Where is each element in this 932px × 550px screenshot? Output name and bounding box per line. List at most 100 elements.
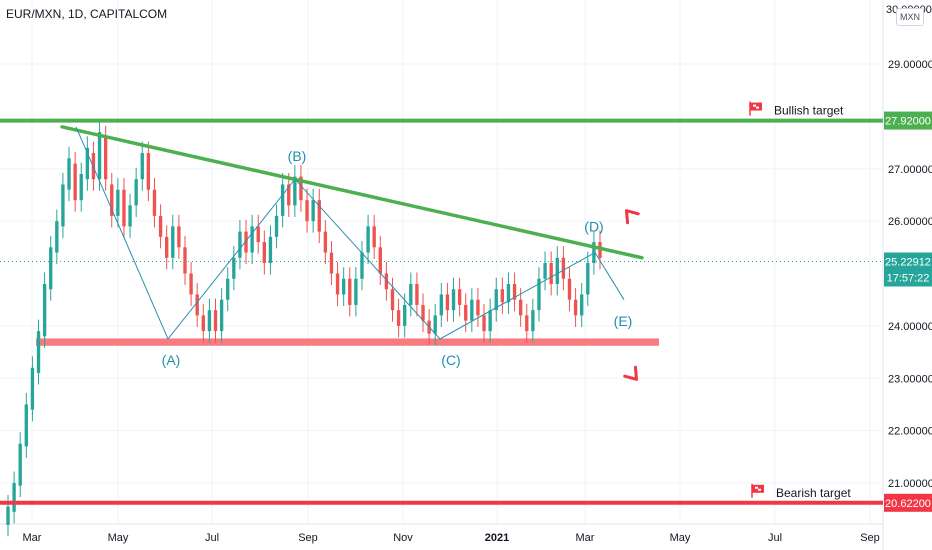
candle-body <box>280 184 285 216</box>
candle-body <box>573 299 578 316</box>
axes <box>0 0 884 550</box>
candle-body <box>55 221 59 253</box>
candle-body <box>30 367 35 410</box>
candle-body <box>67 158 71 190</box>
candle-body <box>555 257 559 284</box>
candle-body <box>543 263 547 279</box>
candle-body <box>445 294 450 311</box>
candle-body <box>73 163 77 201</box>
candle-body <box>525 315 529 332</box>
candle-body <box>561 257 566 279</box>
grid <box>0 0 883 524</box>
candle-body <box>226 278 230 300</box>
currency-badge[interactable]: MXN <box>896 8 924 26</box>
x-tick-label: Nov <box>393 532 413 544</box>
bar-countdown: 17:57:22 <box>887 272 930 284</box>
candle-body <box>12 483 16 512</box>
y-tick-label: 26.00000 <box>888 216 932 228</box>
candle-body <box>378 247 382 274</box>
chart-title: EUR/MXN, 1D, CAPITALCOM <box>6 7 168 21</box>
candle-body <box>384 273 389 290</box>
candle-body <box>36 331 41 374</box>
support-zone <box>36 338 659 346</box>
candle-body <box>110 184 114 216</box>
bearish-price-tag <box>884 493 932 512</box>
candle-body <box>287 184 291 206</box>
y-tick-label: 27.00000 <box>888 164 932 176</box>
candle-body <box>512 283 517 300</box>
drawing-lines <box>0 118 883 505</box>
x-tick-label: Sep <box>860 532 880 544</box>
candle-body <box>195 294 199 316</box>
candle-body <box>317 200 321 232</box>
wave-path <box>75 126 625 340</box>
candle-body <box>116 189 120 216</box>
candle-body <box>470 299 474 321</box>
candle-body <box>415 283 419 305</box>
x-axis-ticks: Mar May Jul Sep Nov 2021 Mar May Jul Sep <box>23 532 880 544</box>
direction-arrows <box>623 209 640 381</box>
candle-body <box>311 200 315 222</box>
candle-body <box>329 252 334 274</box>
candle-body <box>207 310 212 332</box>
candle-body <box>549 263 553 284</box>
candle-body <box>506 283 511 303</box>
candle-body <box>128 205 132 227</box>
candle-body <box>482 315 486 332</box>
candle-body <box>219 299 224 332</box>
x-tick-label: May <box>108 532 129 544</box>
candle-body <box>390 289 395 311</box>
y-tick-label: 23.00000 <box>888 373 932 385</box>
candle-body <box>586 263 590 295</box>
x-tick-label: Jul <box>768 532 782 544</box>
candle-body <box>580 294 584 316</box>
candle-body <box>335 273 340 295</box>
candle-body <box>171 226 175 258</box>
y-axis-ticks: 29.00000 27.00000 26.00000 24.00000 23.00000… <box>888 59 932 490</box>
candle-body <box>152 189 157 216</box>
candle-body <box>366 226 370 253</box>
candle-body <box>85 147 90 180</box>
candle-body <box>409 283 413 305</box>
candle-body <box>49 247 53 290</box>
candle-body <box>372 226 376 248</box>
candle-body <box>433 315 437 334</box>
candle-body <box>201 315 205 332</box>
x-tick-label: May <box>670 532 691 544</box>
last-price-text: 25.22912 <box>885 256 931 268</box>
candle-body <box>293 176 297 206</box>
candle-body <box>238 231 242 258</box>
up-arrow-icon <box>625 209 640 225</box>
candle-body <box>165 236 169 258</box>
candle-body <box>341 278 346 295</box>
candle-body <box>360 252 364 279</box>
candle-body <box>323 231 328 253</box>
candle-body <box>18 443 22 486</box>
x-tick-label: Sep <box>298 532 318 544</box>
candle-body <box>592 242 596 264</box>
down-arrow-icon <box>623 365 638 381</box>
bullish-target-text: Bullish target <box>774 104 844 118</box>
candle-body <box>464 304 468 321</box>
wave-label: (C) <box>441 352 460 368</box>
wave-label: (A) <box>162 352 181 368</box>
wave-label: (E) <box>614 313 633 329</box>
candle-body <box>421 304 425 321</box>
candle-body <box>42 283 47 337</box>
candle-body <box>305 200 309 222</box>
candle-body <box>476 299 480 316</box>
candle-body <box>232 257 236 279</box>
last-price-tag <box>884 252 932 287</box>
candle-body <box>396 310 401 326</box>
candle-body <box>299 176 303 201</box>
candle-body <box>158 215 163 237</box>
support-zone-group <box>36 338 659 346</box>
candle-body <box>177 226 181 248</box>
candle-body <box>262 242 267 264</box>
candle-body <box>274 215 279 237</box>
candle-body <box>256 226 260 243</box>
candle-body <box>439 294 443 316</box>
bearish-target-text: Bearish target <box>776 486 851 500</box>
bullish-price-text: 27.92000 <box>885 116 931 128</box>
